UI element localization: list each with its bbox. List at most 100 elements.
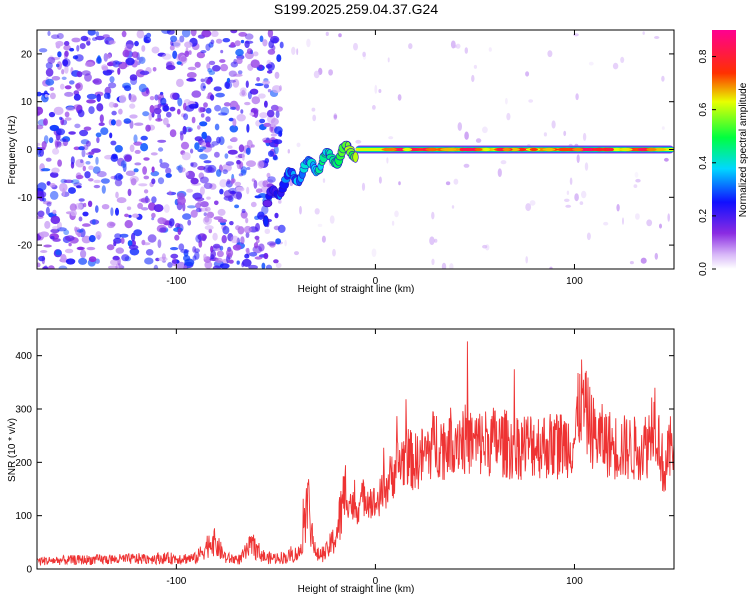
heatmap-cell: [253, 180, 258, 189]
heatmap-cell: [272, 156, 279, 161]
heatmap-y-tick-label: 10: [21, 97, 33, 108]
heatmap-cell: [246, 160, 256, 168]
heatmap-cell: [158, 256, 168, 262]
heatmap-cell: [76, 71, 83, 78]
heatmap-cell: [129, 114, 138, 119]
heatmap-cell: [201, 30, 212, 38]
heatmap-cell: [76, 45, 80, 52]
heatmap-cell: [664, 157, 669, 162]
heatmap-cell: [102, 34, 110, 39]
heatmap-cell: [429, 236, 435, 245]
heatmap-cell: [41, 141, 47, 149]
heatmap-cell: [109, 76, 115, 83]
heatmap-cell: [157, 177, 165, 185]
heatmap-cell: [251, 96, 261, 105]
heatmap-cell: [127, 188, 132, 197]
heatmap-cell: [204, 225, 214, 231]
heatmap-cell: [569, 177, 573, 185]
heatmap-cell: [140, 143, 149, 152]
heatmap-cell: [176, 53, 186, 62]
heatmap-cell: [114, 233, 122, 240]
heatmap-cell: [244, 253, 250, 259]
heatmap-cell: [129, 74, 138, 81]
heatmap-cell: [115, 191, 119, 199]
heatmap-cell: [329, 215, 335, 224]
heatmap-cell: [579, 201, 584, 206]
heatmap-cell: [245, 217, 249, 224]
heatmap-cell: [108, 82, 117, 89]
heatmap-cell: [635, 178, 641, 183]
heatmap-cell: [84, 61, 94, 67]
heatmap-cell: [235, 57, 243, 65]
heatmap-x-ticks: -100 0 100: [166, 30, 583, 287]
heatmap-cell: [496, 147, 505, 152]
heatmap-cell: [141, 207, 149, 211]
heatmap-cell: [126, 206, 132, 211]
heatmap-cell: [217, 208, 226, 216]
heatmap-cell: [86, 93, 97, 100]
heatmap-cell: [263, 122, 272, 127]
heatmap-cell: [186, 72, 197, 79]
heatmap-cell: [378, 176, 382, 184]
heatmap-cell: [138, 56, 146, 64]
heatmap-cell: [85, 140, 91, 147]
heatmap-cell: [646, 147, 657, 152]
heatmap-cell: [259, 35, 264, 43]
heatmap-cell: [549, 266, 553, 269]
snr-y-tick-label: 0: [26, 565, 32, 576]
heatmap-cell: [163, 204, 170, 213]
heatmap-cell: [317, 223, 323, 227]
heatmap-cell: [240, 210, 248, 219]
heatmap-cell: [252, 51, 259, 57]
heatmap-cell: [221, 235, 227, 244]
heatmap-cell: [113, 241, 117, 247]
heatmap-cell: [273, 225, 281, 231]
heatmap-cell: [49, 124, 59, 132]
heatmap-cell: [227, 145, 233, 149]
heatmap-cell: [131, 232, 136, 242]
heatmap-cell: [103, 92, 110, 99]
heatmap-cell: [159, 227, 167, 233]
heatmap-cell: [267, 241, 277, 246]
heatmap-cell: [214, 104, 222, 112]
heatmap-x-axis-label: Height of straight line (km): [298, 284, 415, 295]
heatmap-cell: [42, 197, 47, 202]
heatmap-cell: [53, 106, 64, 116]
heatmap-cell: [74, 226, 78, 232]
heatmap-cell: [235, 186, 245, 192]
heatmap-cell: [215, 92, 225, 98]
heatmap-cell: [52, 148, 60, 155]
heatmap-cell: [188, 103, 199, 109]
heatmap-cell: [82, 211, 89, 217]
heatmap-cell: [575, 93, 579, 101]
heatmap-cell: [100, 178, 110, 184]
heatmap-cell: [172, 257, 177, 267]
heatmap-cell: [55, 249, 62, 256]
heatmap-cell: [313, 70, 320, 79]
heatmap-cell: [177, 164, 183, 174]
heatmap-cell: [93, 184, 101, 189]
heatmap-cell: [138, 183, 148, 187]
heatmap-cell: [205, 107, 212, 114]
heatmap-cell: [186, 77, 197, 82]
heatmap-cell: [212, 265, 221, 269]
heatmap-cell: [48, 137, 54, 144]
heatmap-cell: [95, 132, 102, 138]
heatmap-cell: [398, 181, 401, 186]
heatmap-cell: [275, 106, 283, 112]
heatmap-cell: [141, 45, 146, 52]
heatmap-cell: [291, 46, 296, 56]
heatmap-cell: [40, 191, 47, 198]
heatmap-cell: [244, 101, 251, 106]
colorbar: 0.0 0.2 0.4 0.6 0.8 Normalized spectral ampl…: [698, 30, 749, 276]
heatmap-noise-layer: [37, 30, 670, 269]
heatmap-cell: [238, 32, 248, 37]
heatmap-cell: [143, 175, 150, 180]
heatmap-cell: [142, 111, 150, 117]
heatmap-cell: [620, 56, 625, 64]
heatmap-cell: [60, 254, 67, 263]
heatmap-cell: [55, 128, 66, 136]
heatmap-cell: [96, 136, 100, 144]
heatmap-cell: [236, 191, 242, 200]
heatmap-cell: [542, 147, 556, 152]
